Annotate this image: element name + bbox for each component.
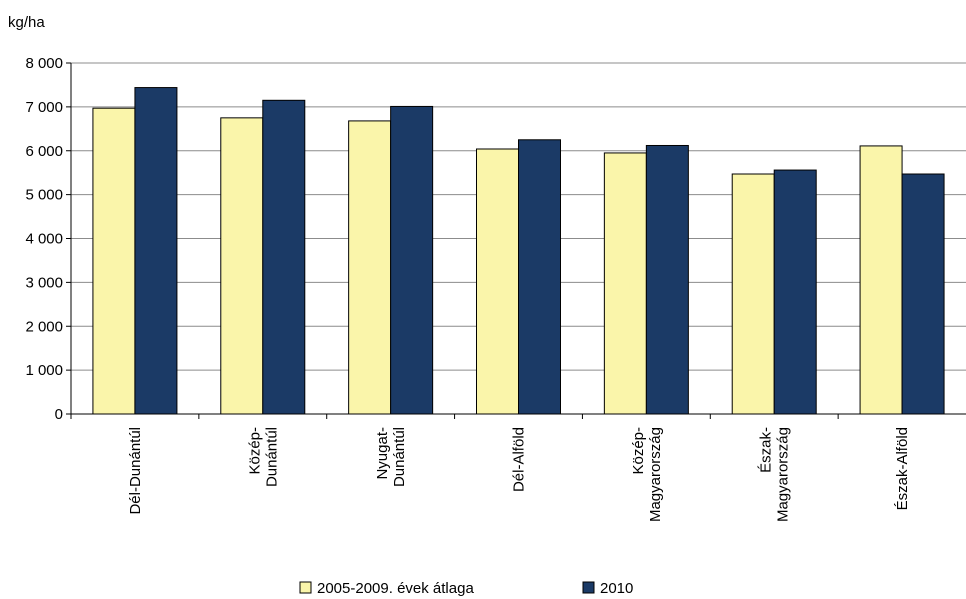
- bar-2010: [901, 173, 945, 415]
- x-category-label-line: Dunántúl: [391, 427, 408, 487]
- y-tick-label: 0: [55, 406, 63, 423]
- x-category-label-line: Dunántúl: [263, 427, 280, 487]
- x-category-label: Dél-Alföld: [511, 427, 528, 492]
- x-category-label-line: Észak-: [758, 427, 775, 473]
- bar-2010: [390, 105, 434, 415]
- x-category-label-line: Közép-: [246, 427, 263, 475]
- bars: [92, 87, 945, 415]
- bar-avg-2005-2009: [603, 152, 647, 415]
- legend-swatch: [299, 581, 312, 594]
- bar-avg-2005-2009: [348, 120, 392, 415]
- y-axis-ticks: 0 1 000 2 000 3 000 4 000 5 000 6 000 7 000 8 00…: [25, 55, 71, 423]
- y-tick-label: 6 000: [25, 143, 63, 160]
- legend-swatch: [582, 581, 595, 594]
- x-category-label: Nyugat-Dunántúl: [374, 427, 408, 487]
- x-category-label-line: Közép-: [630, 427, 647, 475]
- x-category-label-line: Dél-Alföld: [511, 427, 528, 492]
- x-category-label: Észak-Magyarország: [758, 427, 792, 522]
- legend-label: 2005-2009. évek átlaga: [317, 580, 474, 597]
- x-category-label: Észak-Alföld: [894, 427, 911, 510]
- y-tick-label: 4 000: [25, 231, 63, 248]
- x-category-label-line: Dél-Dunántúl: [127, 427, 144, 515]
- y-tick-label: 8 000: [25, 55, 63, 72]
- x-axis-category-labels: Dél-Dunántúl Közép-Dunántúl Nyugat-Dunántú…: [127, 427, 911, 522]
- y-tick-label: 1 000: [25, 362, 63, 379]
- y-tick-label: 2 000: [25, 318, 63, 335]
- x-category-label-line: Észak-Alföld: [894, 427, 911, 510]
- y-axis-unit-label: kg/ha: [8, 14, 45, 31]
- x-category-label-line: Magyarország: [775, 427, 792, 522]
- y-tick-label: 3 000: [25, 274, 63, 291]
- bar-2010: [773, 169, 817, 415]
- bar-2010: [134, 87, 178, 415]
- bar-avg-2005-2009: [731, 173, 775, 415]
- bar-2010: [518, 139, 561, 415]
- bar-2010: [262, 99, 306, 415]
- x-category-label-line: Magyarország: [647, 427, 664, 522]
- x-category-label: Dél-Dunántúl: [127, 427, 144, 515]
- y-tick-label: 5 000: [25, 187, 63, 204]
- x-category-label-line: Nyugat-: [374, 427, 391, 480]
- x-category-label: Közép-Dunántúl: [246, 427, 280, 487]
- bar-avg-2005-2009: [92, 107, 136, 415]
- bar-2010: [645, 144, 689, 415]
- bar-avg-2005-2009: [220, 117, 264, 415]
- bar-avg-2005-2009: [859, 145, 903, 415]
- bar-avg-2005-2009: [476, 148, 519, 415]
- legend-label: 2010: [600, 580, 633, 597]
- y-tick-label: 7 000: [25, 99, 63, 116]
- legend: 2005-2009. évek átlaga 2010: [299, 580, 633, 597]
- x-category-label: Közép-Magyarország: [630, 427, 664, 522]
